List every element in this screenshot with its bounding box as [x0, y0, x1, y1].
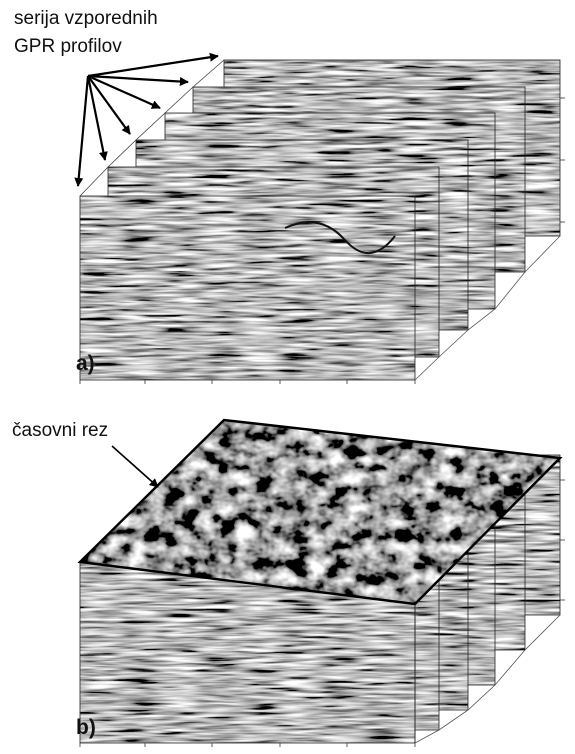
time-slice-annotation: časovni rez — [12, 420, 108, 441]
right-axis-ticks-b — [560, 479, 565, 601]
time-slice-arrow — [111, 445, 159, 488]
gpr-profile-1 — [79, 195, 416, 381]
panel-b: časovni rez b) — [12, 418, 565, 747]
profiles-annotation-line2: GPR profilov — [14, 36, 122, 57]
bottom-axis-ticks-a — [79, 380, 416, 384]
right-axis-ticks-a — [560, 97, 565, 223]
panel-a-label: a) — [76, 352, 95, 375]
profile-arrows — [74, 52, 219, 187]
bottom-axis-ticks-b — [79, 743, 416, 747]
profiles-annotation-line1: serija vzporednih — [14, 8, 158, 29]
panel-b-label: b) — [76, 716, 96, 739]
panel-a: serija vzporednih GPR profilov a) — [14, 8, 565, 384]
